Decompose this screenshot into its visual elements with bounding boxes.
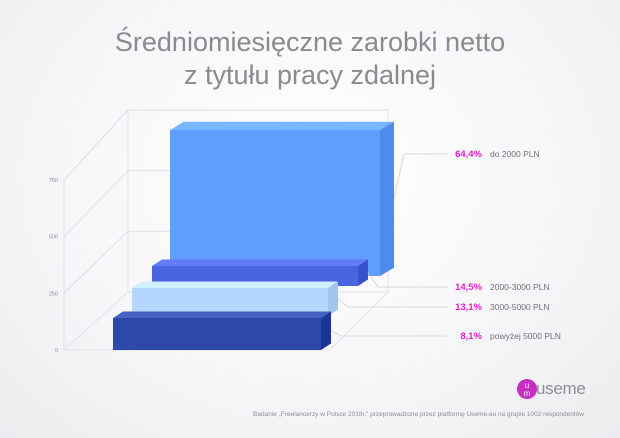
category-label: powyżej 5000 PLN bbox=[490, 331, 561, 341]
bar-side bbox=[321, 311, 331, 350]
leader-line bbox=[330, 330, 448, 337]
value-label: 64,4% bbox=[455, 149, 482, 160]
bar bbox=[113, 318, 321, 350]
leader-line bbox=[393, 153, 448, 199]
grid-line bbox=[63, 231, 129, 294]
title-line-2: z tytułu pracy zdalnej bbox=[183, 60, 437, 90]
value-label: 14,5% bbox=[455, 282, 482, 293]
value-label: 13,1% bbox=[455, 302, 482, 313]
bar-top bbox=[132, 281, 338, 288]
axis-tick-label: 250 bbox=[49, 291, 58, 297]
logo-text: useme bbox=[536, 379, 586, 398]
grid-line bbox=[63, 291, 129, 351]
category-label: do 2000 PLN bbox=[490, 149, 540, 159]
grid-line bbox=[63, 109, 129, 181]
bar bbox=[170, 130, 380, 276]
axis-ticks: 0 250 500 750 bbox=[49, 178, 58, 354]
grid-line bbox=[63, 170, 129, 237]
chart-bars bbox=[113, 121, 394, 350]
title-line-1: Średniomiesięczne zarobki netto bbox=[114, 27, 506, 57]
leader-line bbox=[337, 298, 448, 308]
value-label: 8,1% bbox=[460, 331, 482, 342]
bar bbox=[152, 266, 358, 286]
bar-side bbox=[358, 259, 368, 286]
chart-title: Średniomiesięczne zarobki netto z tytułu… bbox=[0, 26, 620, 92]
data-labels: 64,4% do 2000 PLN 14,5% 2000-3000 PLN 13,1% 3… bbox=[330, 149, 561, 342]
footer-note: Badanie „Freelancerzy w Polsce 2018r.” p… bbox=[253, 411, 584, 418]
leader-line bbox=[367, 272, 448, 288]
svg-text:u: u bbox=[525, 381, 529, 390]
category-label: 3000-5000 PLN bbox=[490, 302, 550, 312]
axis-tick-label: 0 bbox=[55, 348, 58, 354]
axis-tick-label: 500 bbox=[49, 235, 58, 241]
bar-side bbox=[380, 121, 394, 276]
useme-logo-icon: u m bbox=[517, 379, 537, 399]
bar bbox=[132, 288, 328, 316]
category-label: 2000-3000 PLN bbox=[490, 282, 550, 292]
bar-top bbox=[152, 259, 368, 266]
grid-line bbox=[329, 291, 389, 351]
svg-text:m: m bbox=[524, 389, 531, 398]
bar-top bbox=[170, 121, 394, 130]
bar-top bbox=[113, 311, 331, 318]
bar-side bbox=[328, 281, 338, 316]
axis-tick-label: 750 bbox=[49, 178, 58, 184]
